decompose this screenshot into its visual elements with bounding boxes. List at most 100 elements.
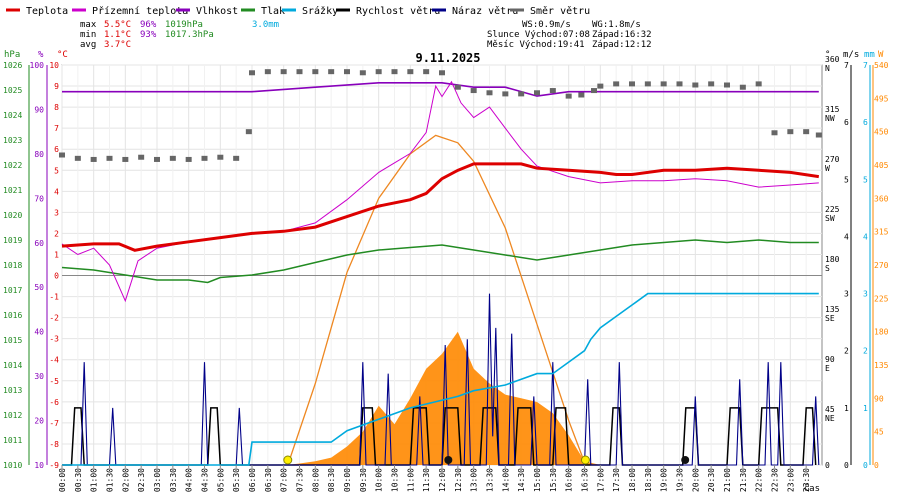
legend-item: Náraz větru <box>432 5 518 17</box>
wind-direction-point <box>296 69 303 75</box>
hpa-tick-label: 1026 <box>3 61 22 70</box>
rain-tick-label: 7 <box>863 61 868 70</box>
celsius-tick-label: 6 <box>54 145 59 154</box>
x-tick-label: 01:30 <box>106 468 115 492</box>
humidity-tick-label: 80 <box>34 150 44 159</box>
x-tick-label: 03:30 <box>169 468 178 492</box>
x-tick-label: 07:00 <box>280 468 289 492</box>
x-tick-label: 20:30 <box>707 468 716 492</box>
wind-direction-point <box>138 154 145 160</box>
solar-tick-label: 270 <box>874 261 889 270</box>
wind-speed-tick-label: 4 <box>844 232 849 241</box>
celsius-tick-label: -6 <box>49 398 59 407</box>
celsius-tick-label: 4 <box>54 187 59 196</box>
axis-unit-labels: hPa % °C ° m/s mm W <box>4 50 884 60</box>
x-tick-label: 15:00 <box>533 468 542 492</box>
info-sunrise: Slunce Východ:07:08 <box>487 30 590 40</box>
wind-speed-tick-label: 6 <box>844 118 849 127</box>
hpa-tick-label: 1012 <box>3 411 22 420</box>
stats-min-pressure: 1017.3hPa <box>165 30 214 40</box>
wind-direction-point <box>154 156 160 162</box>
hpa-tick-label: 1016 <box>3 311 22 320</box>
wind-direction-point <box>771 130 778 136</box>
direction-tick-label: 360 <box>825 55 840 64</box>
stats-min-temp: 1.1°C <box>104 30 131 40</box>
x-tick-label: 17:30 <box>612 468 621 492</box>
solar-tick-label: 225 <box>874 294 889 303</box>
x-tick-label: 07:30 <box>296 468 305 492</box>
legend: Teplota Přízemní teplota Vlhkost Tlak Sr… <box>6 5 590 17</box>
rain-line <box>62 292 819 466</box>
direction-compass-label: SE <box>825 314 835 323</box>
wind-direction-point <box>59 152 65 158</box>
wind-direction-point <box>344 69 350 75</box>
legend-label-humidity: Vlhkost <box>196 6 238 17</box>
x-tick-label: 06:00 <box>248 468 257 492</box>
celsius-tick-label: 9 <box>54 82 59 91</box>
wind-direction-point <box>486 90 493 96</box>
stats-rain-total: 3.0mm <box>252 20 279 30</box>
x-tick-label: 00:00 <box>58 468 67 492</box>
wind-direction-point <box>578 92 585 98</box>
humidity-tick-label: 60 <box>34 239 44 248</box>
humidity-tick-label: 20 <box>34 417 44 426</box>
x-tick-label: 05:00 <box>216 468 225 492</box>
rain-tick-label: 2 <box>863 347 868 356</box>
legend-label-rain: Srážky <box>302 5 338 17</box>
solar-tick-label: 45 <box>874 428 884 437</box>
wind-speed-tick-label: 1 <box>844 404 849 413</box>
solar-tick-label: 315 <box>874 228 889 237</box>
info-moonrise: Měsíc Východ:19:41 <box>487 40 585 50</box>
humidity-line <box>62 82 819 97</box>
solar-tick-label: 180 <box>874 328 889 337</box>
celsius-tick-label: -5 <box>49 377 59 386</box>
solar-tick-label: 450 <box>874 128 889 137</box>
stats-max-humidity: 96% <box>140 20 157 30</box>
wind-direction-point <box>534 90 540 96</box>
direction-compass-label: NW <box>825 114 835 123</box>
wind-direction-point <box>470 88 477 94</box>
wind-direction-point <box>264 69 271 75</box>
x-tick-label: 11:30 <box>422 468 431 492</box>
ground-temperature-line <box>61 80 819 303</box>
x-tick-label: 14:30 <box>517 468 526 492</box>
wind-direction-point <box>708 81 715 87</box>
x-tick-label: 19:30 <box>676 468 685 492</box>
direction-tick-label: 135 <box>825 305 840 314</box>
x-tick-label: 04:00 <box>185 468 194 492</box>
x-tick-label: 09:30 <box>359 468 368 492</box>
x-tick-label: 15:30 <box>549 468 558 492</box>
axes: 1010101110121013101410151016101710181019… <box>3 55 889 492</box>
solar-tick-label: 0 <box>874 461 879 470</box>
legend-label-wind-speed: Rychlost větru <box>356 5 440 17</box>
celsius-tick-label: -3 <box>49 335 59 344</box>
humidity-tick-label: 90 <box>34 105 44 114</box>
stats-avg-label: avg <box>80 40 96 50</box>
rain-tick-label: 3 <box>863 290 868 299</box>
celsius-tick-label: 1 <box>54 250 59 259</box>
wind-direction-point <box>169 155 176 161</box>
wind-direction-point <box>755 81 762 87</box>
wind-direction-point <box>565 93 572 99</box>
hpa-tick-label: 1023 <box>3 136 22 145</box>
wind-speed-tick-label: 2 <box>844 347 849 356</box>
x-tick-label: 23:00 <box>786 468 795 492</box>
hpa-tick-label: 1022 <box>3 161 22 170</box>
axis-label-hpa: hPa <box>4 50 20 60</box>
legend-label-wind-direction: Směr větru <box>530 5 590 17</box>
wind-direction-point <box>724 82 730 88</box>
x-tick-label: 14:00 <box>501 468 510 492</box>
x-tick-label: 03:00 <box>153 468 162 492</box>
legend-label-temperature: Teplota <box>26 6 68 17</box>
hpa-tick-label: 1018 <box>3 261 22 270</box>
celsius-tick-label: 8 <box>54 103 59 112</box>
direction-tick-label: 0 <box>825 461 830 470</box>
stats-block: max 5.5°C 96% 1019hPa 3.0mm min 1.1°C 93… <box>80 20 279 50</box>
legend-item: Tlak <box>241 6 285 17</box>
wind-direction-point <box>739 84 746 90</box>
direction-compass-label: W <box>825 164 830 173</box>
x-tick-label: 10:30 <box>391 468 400 492</box>
wind-direction-point <box>454 84 461 90</box>
rain-tick-label: 4 <box>863 232 868 241</box>
stats-max-pressure: 1019hPa <box>165 20 203 30</box>
